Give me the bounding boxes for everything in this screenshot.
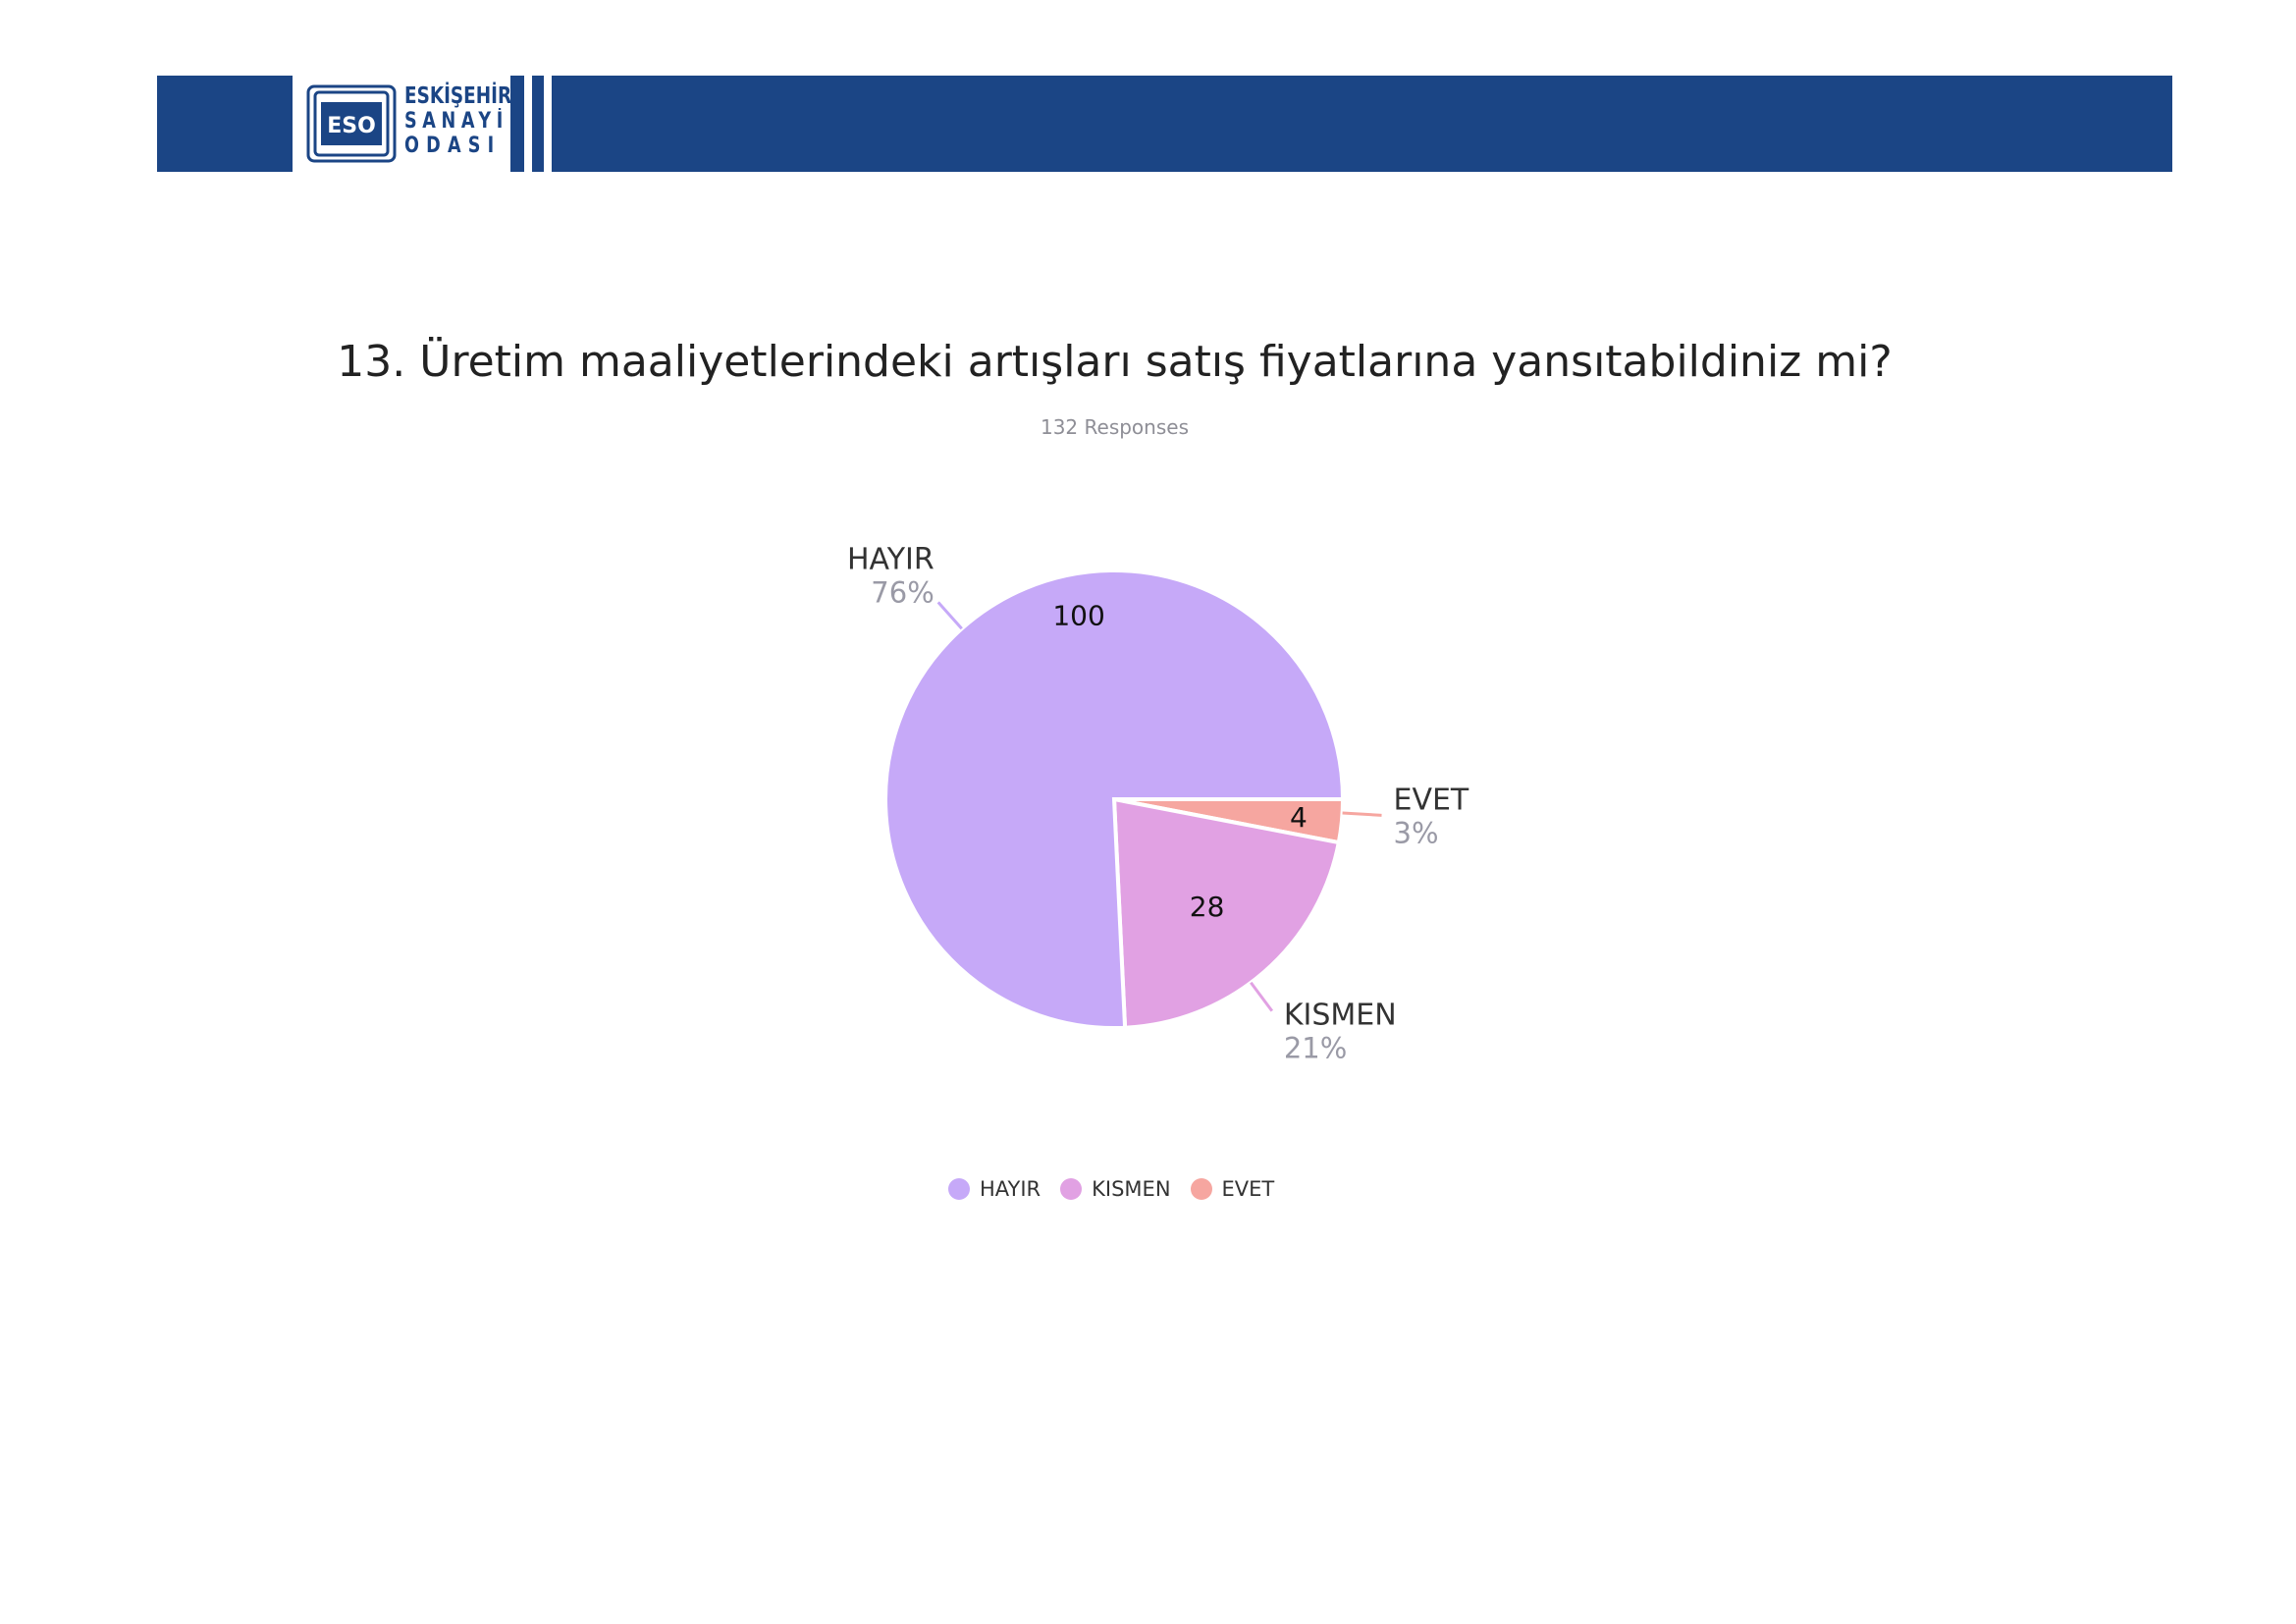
category-label-hayir: HAYIR (847, 542, 934, 576)
legend: HAYIR KISMEN EVET (948, 1177, 1274, 1201)
logo-line-3: ODASI (404, 134, 502, 158)
logo-line-1: ESKİŞEHİR (404, 83, 512, 109)
percent-label-evet: 3% (1394, 816, 1439, 849)
legend-label-hayir: HAYIR (980, 1177, 1041, 1201)
legend-label-kismen: KISMEN (1092, 1177, 1171, 1201)
leader-line-evet (1342, 811, 1382, 817)
category-label-kismen: KISMEN (1284, 999, 1397, 1033)
legend-swatch-evet (1190, 1178, 1212, 1200)
leader-line-kismen (1250, 981, 1274, 1012)
legend-item-evet: EVET (1190, 1177, 1275, 1201)
chart-title: 13. Üretim maaliyetlerindeki artışları s… (337, 337, 1893, 387)
legend-item-hayir: HAYIR (948, 1177, 1041, 1201)
legend-item-kismen: KISMEN (1060, 1177, 1171, 1201)
category-label-evet: EVET (1394, 783, 1469, 817)
legend-swatch-hayir (948, 1178, 970, 1200)
header-stripe (544, 76, 552, 172)
legend-swatch-kismen (1060, 1178, 1083, 1200)
eso-emblem-icon: ESO (306, 84, 397, 163)
percent-label-hayir: 76% (871, 575, 934, 609)
chart-subtitle: 132 Responses (1040, 415, 1189, 439)
header-stripe (524, 76, 532, 172)
value-label-kismen: 28 (1190, 891, 1225, 923)
emblem-text: ESO (327, 114, 376, 138)
leader-line-hayir (936, 601, 963, 630)
percent-label-kismen: 21% (1284, 1032, 1347, 1065)
value-label-evet: 4 (1290, 801, 1308, 834)
logo-line-2: SANAYİ (404, 109, 508, 134)
logo-text: ESKİŞEHİR SANAYİ ODASI (404, 85, 538, 157)
pie-slice-hayir (883, 568, 1346, 1030)
value-label-hayir: 100 (1052, 599, 1104, 631)
legend-label-evet: EVET (1221, 1177, 1275, 1201)
pie-slice-kismen (1111, 796, 1342, 1030)
logo: ESO ESKİŞEHİR SANAYİ ODASI (293, 76, 511, 172)
